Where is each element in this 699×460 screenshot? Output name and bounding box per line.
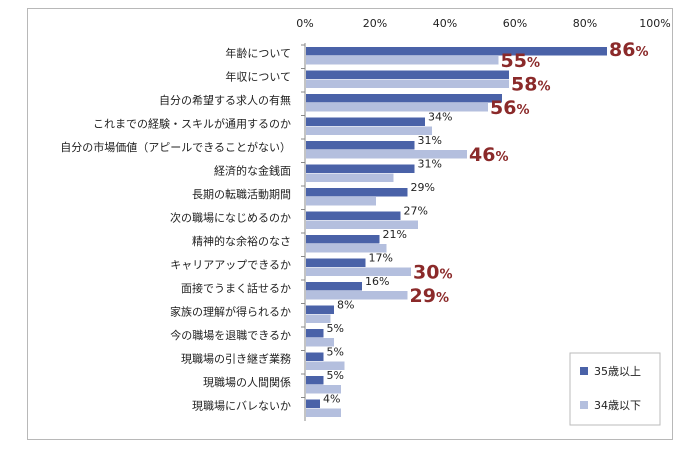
bar-series2 (306, 103, 488, 112)
bar-series1 (306, 376, 324, 385)
bar-series2 (306, 267, 411, 276)
data-label-value: 29 (410, 285, 436, 307)
category-label: 現職場の人間関係 (203, 376, 291, 389)
category-label: 自分の市場価値（アピールできることがない） (60, 140, 291, 154)
category-label: 現職場にバレないか (192, 400, 291, 413)
bar-series2 (306, 338, 334, 347)
bar-series1 (306, 258, 366, 267)
x-tick-label: 40% (433, 17, 457, 30)
bar-series1 (306, 70, 509, 79)
bar-series1 (306, 141, 415, 150)
category-label: これまでの経験・スキルが通用するのか (93, 117, 291, 131)
bar-series1 (306, 164, 415, 173)
bar-series2 (306, 385, 341, 394)
bar-series1 (306, 329, 324, 338)
data-label-value: 56 (490, 97, 516, 119)
data-label: 27% (404, 205, 428, 218)
data-label: 21% (383, 228, 407, 241)
bar-series1 (306, 117, 425, 126)
bar-series1 (306, 282, 362, 291)
category-label: 現職場の引き継ぎ業務 (181, 352, 291, 366)
x-tick-label: 20% (363, 17, 387, 30)
bar-series2 (306, 150, 467, 159)
bar-series2 (306, 244, 387, 253)
data-label-percent: % (527, 56, 540, 71)
category-label: 精神的な余裕のなさ (192, 234, 291, 248)
x-tick-label: 0% (296, 17, 313, 30)
data-label-value: 30 (413, 262, 439, 284)
data-label-value: 86 (609, 39, 635, 61)
data-label-highlight: 56% (490, 97, 529, 119)
legend-box (569, 352, 661, 426)
bar-series1 (306, 188, 408, 197)
legend-swatch (580, 401, 588, 409)
data-label-value: 55 (501, 50, 527, 72)
category-label: 次の職場になじめるのか (170, 211, 291, 225)
data-label-highlight: 55% (501, 50, 540, 72)
category-label: 年齢について (225, 46, 291, 60)
data-label-percent: % (495, 150, 508, 165)
bar-series1 (306, 94, 502, 103)
category-label: 経済的な金銭面 (214, 164, 291, 178)
category-label: 年収について (225, 70, 291, 84)
bar-series1 (306, 235, 380, 244)
bar-series1 (306, 211, 401, 220)
bar-series1 (306, 399, 320, 408)
category-label: キャリアアップできるか (170, 259, 291, 272)
data-label: 34% (428, 111, 452, 124)
data-label: 31% (418, 134, 442, 147)
bar-series2 (306, 314, 331, 323)
bar-series1 (306, 47, 607, 56)
x-tick-label: 100% (639, 17, 670, 30)
legend-label: 34歳以下 (594, 399, 641, 412)
data-label: 8% (337, 299, 354, 312)
bar-series1 (306, 305, 334, 314)
bar-series2 (306, 79, 509, 88)
category-label: 長期の転職活動期間 (192, 187, 291, 201)
x-tick-label: 80% (573, 17, 597, 30)
data-label-highlight: 29% (410, 285, 449, 307)
bar-series1 (306, 352, 324, 361)
data-label-highlight: 30% (413, 262, 452, 284)
data-label-percent: % (516, 103, 529, 118)
data-label: 17% (369, 252, 393, 265)
data-label: 29% (411, 181, 435, 194)
bar-series2 (306, 126, 432, 135)
category-label: 自分の希望する求人の有無 (159, 93, 291, 107)
legend-label: 35歳以上 (594, 365, 641, 378)
data-label-percent: % (439, 268, 452, 283)
data-label: 31% (418, 158, 442, 171)
data-label: 5% (327, 369, 344, 382)
data-label-percent: % (436, 291, 449, 306)
data-label-highlight: 86% (609, 39, 648, 61)
bar-series2 (306, 173, 394, 182)
data-label-highlight: 46% (469, 144, 508, 166)
bar-series2 (306, 56, 499, 65)
category-label: 面接でうまく話せるか (181, 281, 291, 295)
data-label: 16% (365, 275, 389, 288)
bar-series2 (306, 220, 418, 229)
data-label: 4% (323, 393, 340, 406)
data-label: 5% (327, 346, 344, 359)
x-tick-label: 60% (503, 17, 527, 30)
category-label: 今の職場を退職できるか (170, 328, 291, 342)
category-label: 家族の理解が得られるか (170, 305, 291, 319)
legend-swatch (580, 367, 588, 375)
data-label-percent: % (635, 45, 648, 60)
data-label-percent: % (537, 80, 550, 95)
data-label: 5% (327, 322, 344, 335)
data-label-value: 58 (511, 74, 537, 96)
bar-series2 (306, 408, 341, 417)
data-label-highlight: 58% (511, 74, 550, 96)
bar-series2 (306, 291, 408, 300)
bar-series2 (306, 197, 376, 206)
data-label-value: 46 (469, 144, 495, 166)
bar-series2 (306, 361, 345, 370)
